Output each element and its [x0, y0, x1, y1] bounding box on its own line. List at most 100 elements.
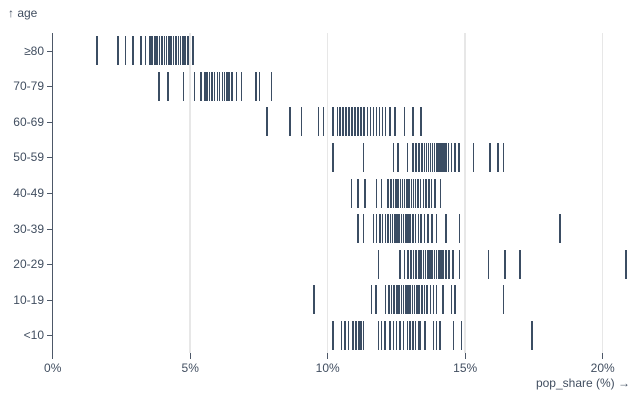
tick-mark — [430, 178, 433, 208]
tick-mark — [443, 142, 445, 172]
x-axis-tick — [464, 353, 466, 359]
tick-mark — [407, 285, 409, 315]
tick-mark — [419, 178, 422, 208]
tick-mark — [425, 178, 427, 208]
tick-mark — [117, 36, 119, 66]
tick-mark — [396, 285, 398, 315]
tick-mark — [407, 249, 409, 279]
tick-mark — [625, 249, 627, 279]
tick-mark — [423, 214, 426, 244]
tick-mark — [472, 142, 475, 172]
tick-mark — [390, 178, 392, 208]
tick-mark — [418, 249, 420, 279]
tick-mark — [453, 142, 456, 172]
tick-mark — [384, 107, 387, 137]
tick-mark — [339, 107, 341, 137]
tick-mark — [345, 107, 347, 137]
tick-mark — [409, 285, 411, 315]
y-axis-label: 60-69 — [13, 114, 44, 129]
tick-mark — [423, 142, 426, 172]
tick-mark — [432, 285, 435, 315]
tick-mark — [530, 320, 533, 350]
y-axis-tick — [46, 193, 53, 194]
tick-mark — [350, 178, 353, 208]
tick-mark — [414, 214, 417, 244]
tick-mark — [405, 214, 407, 244]
tick-mark — [450, 142, 453, 172]
tick-mark — [381, 214, 384, 244]
tick-mark — [426, 285, 429, 315]
tick-mark — [427, 249, 429, 279]
tick-mark — [429, 249, 431, 279]
tick-mark — [415, 142, 418, 172]
tick-mark — [434, 178, 436, 208]
tick-mark — [344, 320, 346, 350]
tick-mark — [429, 285, 432, 315]
tick-mark — [405, 285, 407, 315]
tick-mark — [425, 142, 428, 172]
tick-mark — [258, 71, 261, 101]
tick-mark — [124, 36, 127, 66]
tick-mark — [410, 178, 413, 208]
tick-mark — [439, 320, 441, 350]
y-axis-tick — [46, 157, 53, 159]
tick-mark — [163, 36, 166, 66]
tick-mark — [497, 142, 499, 172]
tick-mark — [392, 178, 395, 208]
tick-mark — [458, 142, 460, 172]
tick-mark — [140, 36, 143, 66]
tick-mark — [175, 36, 177, 66]
tick-mark — [409, 214, 411, 244]
tick-mark — [420, 107, 422, 137]
gridline — [189, 33, 191, 353]
tick-mark — [348, 107, 350, 137]
tick-mark — [235, 71, 238, 101]
tick-mark — [223, 71, 226, 101]
tick-mark — [418, 142, 420, 172]
tick-mark — [399, 249, 401, 279]
tick-mark — [158, 36, 161, 66]
tick-mark — [363, 107, 366, 137]
tick-mark — [375, 285, 377, 315]
tick-mark — [342, 107, 344, 137]
tick-mark — [377, 320, 380, 350]
tick-mark — [420, 285, 423, 315]
y-axis-tick — [46, 299, 53, 301]
tick-mark — [387, 178, 389, 208]
tick-mark — [182, 36, 184, 66]
tick-mark — [420, 249, 422, 279]
tick-mark — [458, 214, 461, 244]
tick-mark — [403, 178, 406, 208]
tick-mark — [192, 36, 194, 66]
tick-mark — [372, 107, 375, 137]
x-axis-tick — [52, 353, 54, 359]
tick-mark — [422, 249, 425, 279]
tick-mark — [362, 320, 365, 350]
tick-mark — [424, 249, 427, 279]
tick-mark — [437, 142, 440, 172]
tick-mark — [389, 214, 392, 244]
tick-mark — [403, 107, 406, 137]
tick-mark — [216, 71, 219, 101]
tick-mark — [428, 178, 430, 208]
gridline — [326, 33, 329, 353]
y-axis-label: 70-79 — [13, 79, 44, 94]
tick-mark — [375, 107, 378, 137]
tick-mark — [435, 285, 438, 315]
tick-mark — [406, 178, 408, 208]
tick-mark — [392, 142, 395, 172]
y-axis-label: 50-59 — [13, 150, 44, 165]
tick-mark — [352, 320, 355, 350]
tick-mark — [420, 214, 422, 244]
tick-mark — [452, 320, 455, 350]
tick-mark — [357, 178, 359, 208]
tick-mark — [211, 71, 213, 101]
tick-mark — [407, 214, 409, 244]
x-axis-tick — [327, 353, 329, 359]
tick-mark — [351, 107, 353, 137]
tick-mark — [332, 142, 334, 172]
tick-mark — [380, 320, 383, 350]
tick-mark — [431, 214, 433, 244]
tick-mark — [322, 107, 325, 137]
tick-mark — [403, 249, 406, 279]
